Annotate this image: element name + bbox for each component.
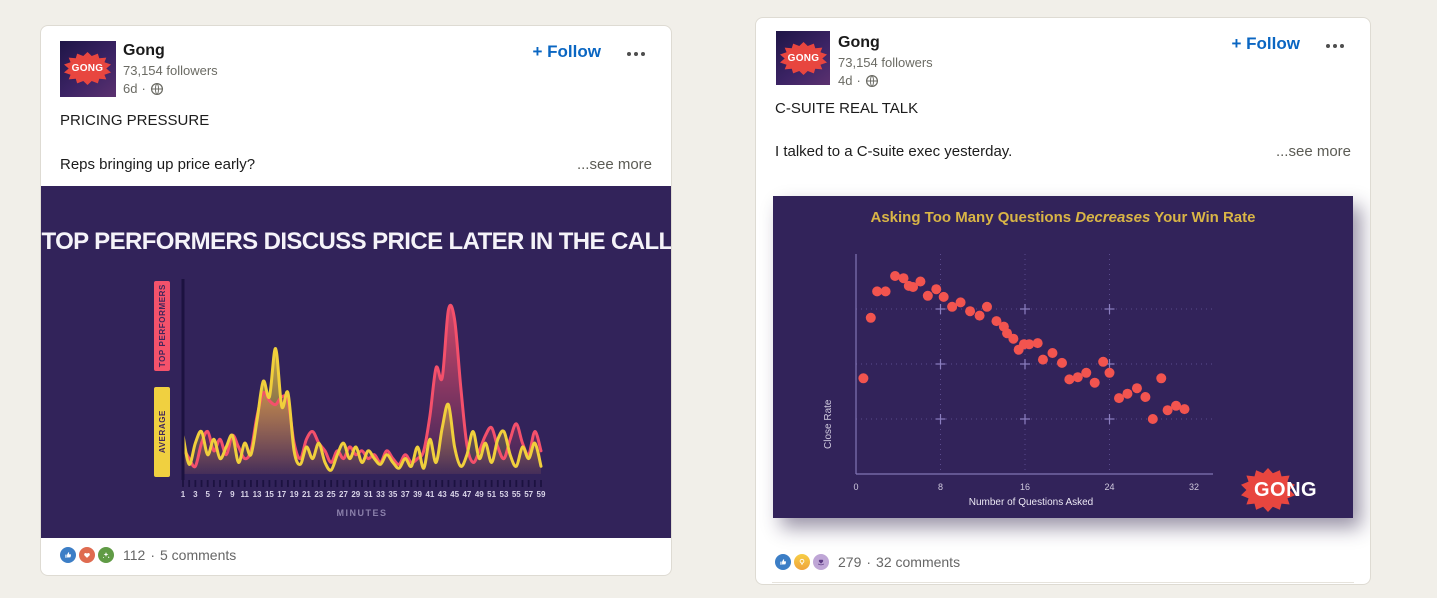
author-name[interactable]: Gong xyxy=(123,42,165,59)
gong-logo-text: GONG xyxy=(787,53,820,64)
post-age-row: 4d · xyxy=(838,73,933,88)
svg-text:25: 25 xyxy=(327,490,336,499)
svg-text:19: 19 xyxy=(290,490,299,499)
svg-text:41: 41 xyxy=(425,490,434,499)
count-separator: · xyxy=(150,547,155,563)
overflow-menu-button[interactable] xyxy=(1322,40,1348,52)
overflow-menu-button[interactable] xyxy=(623,48,649,60)
legend-top-performers: TOP PERFORMERS xyxy=(154,281,170,371)
gong-watermark-logo: GONG xyxy=(1241,468,1341,512)
x-axis-label: Number of Questions Asked xyxy=(968,497,1094,508)
svg-text:9: 9 xyxy=(230,490,235,499)
follow-button[interactable]: + Follow xyxy=(1226,30,1306,58)
social-proof-bar[interactable]: 279 · 32 comments xyxy=(775,554,960,570)
post-image-pricing-chart[interactable]: TOP PERFORMERS DISCUSS PRICE LATER IN TH… xyxy=(41,186,672,538)
svg-text:11: 11 xyxy=(240,490,249,499)
follower-count: 73,154 followers xyxy=(123,63,218,78)
svg-text:15: 15 xyxy=(265,490,274,499)
count-separator: · xyxy=(866,554,872,570)
svg-text:27: 27 xyxy=(339,490,348,499)
x-axis-label: MINUTES xyxy=(336,508,388,518)
post-headline: C-SUITE REAL TALK xyxy=(775,100,919,117)
svg-text:1: 1 xyxy=(181,490,186,499)
svg-text:55: 55 xyxy=(512,490,521,499)
gong-logo-burst-icon: GONG xyxy=(780,42,827,75)
chart-title: Asking Too Many Questions Decreases Your… xyxy=(870,209,1256,226)
svg-text:3: 3 xyxy=(193,490,198,499)
svg-text:37: 37 xyxy=(401,490,410,499)
minutes-area-chart: 1 3 5 7 9 11 13 15 17 19 21 23 25 27 29 31 33 35 37 39 41 43 4… xyxy=(181,279,546,499)
reaction-count[interactable]: 279 xyxy=(838,554,862,570)
chart-title: TOP PERFORMERS DISCUSS PRICE LATER IN TH… xyxy=(41,228,672,255)
like-icon xyxy=(775,554,791,570)
gong-avatar[interactable]: GONG xyxy=(776,31,830,85)
age-separator: · xyxy=(856,73,861,88)
svg-text:16: 16 xyxy=(1020,482,1030,492)
post-image-winrate-chart[interactable]: Asking Too Many Questions Decreases Your… xyxy=(773,196,1353,518)
svg-text:57: 57 xyxy=(524,490,533,499)
svg-text:5: 5 xyxy=(205,490,210,499)
svg-text:43: 43 xyxy=(438,490,447,499)
svg-text:8: 8 xyxy=(938,482,943,492)
post-card-pricing-pressure: GONG Gong 73,154 followers 6d · + Follow… xyxy=(40,25,672,576)
insightful-icon xyxy=(794,554,810,570)
follower-count: 73,154 followers xyxy=(838,55,933,70)
post-age-row: 6d · xyxy=(123,81,218,96)
post-age: 6d xyxy=(123,81,138,96)
comments-count[interactable]: 32 comments xyxy=(876,554,961,570)
globe-icon xyxy=(150,82,163,95)
svg-text:21: 21 xyxy=(302,490,311,499)
legend-average: AVERAGE xyxy=(154,387,170,477)
svg-text:51: 51 xyxy=(487,490,496,499)
post-headline: PRICING PRESSURE xyxy=(60,112,210,129)
svg-text:13: 13 xyxy=(253,490,262,499)
svg-text:49: 49 xyxy=(475,490,484,499)
post-card-csuite-real-talk: GONG Gong 73,154 followers 4d · + Follow… xyxy=(755,17,1371,585)
age-separator: · xyxy=(141,81,146,96)
globe-icon xyxy=(865,74,878,87)
svg-text:23: 23 xyxy=(314,490,323,499)
comments-count[interactable]: 5 comments xyxy=(160,547,237,563)
see-more-link[interactable]: ...see more xyxy=(1275,143,1351,160)
svg-text:33: 33 xyxy=(376,490,385,499)
like-icon xyxy=(60,547,76,563)
support-icon xyxy=(813,554,829,570)
gong-watermark-text: GONG xyxy=(1254,479,1318,501)
see-more-link[interactable]: ...see more xyxy=(576,156,652,173)
svg-text:24: 24 xyxy=(1104,482,1114,492)
svg-text:39: 39 xyxy=(413,490,422,499)
follow-button[interactable]: + Follow xyxy=(527,38,607,66)
svg-text:7: 7 xyxy=(218,490,223,499)
svg-text:59: 59 xyxy=(537,490,546,499)
gong-logo-burst-icon: GONG xyxy=(64,52,111,85)
love-icon xyxy=(79,547,95,563)
svg-text:32: 32 xyxy=(1189,482,1199,492)
gong-logo-text: GONG xyxy=(71,63,104,74)
social-proof-bar[interactable]: 112 · 5 comments xyxy=(60,547,236,563)
post-body: Reps bringing up price early? xyxy=(60,156,256,173)
card-footer-divider xyxy=(772,582,1354,583)
svg-text:17: 17 xyxy=(277,490,286,499)
svg-text:47: 47 xyxy=(462,490,471,499)
post-header-meta: Gong 73,154 followers 4d · xyxy=(838,34,933,88)
post-age: 4d xyxy=(838,73,853,88)
svg-text:29: 29 xyxy=(351,490,360,499)
gong-avatar[interactable]: GONG xyxy=(60,41,116,97)
svg-text:35: 35 xyxy=(388,490,397,499)
reaction-count[interactable]: 112 xyxy=(123,547,146,563)
close-rate-scatter-chart: 0 8 16 24 32 xyxy=(853,254,1213,492)
svg-text:0: 0 xyxy=(853,482,858,492)
celebrate-icon xyxy=(98,547,114,563)
post-header-meta: Gong 73,154 followers 6d · xyxy=(123,42,218,96)
svg-text:31: 31 xyxy=(364,490,373,499)
svg-text:53: 53 xyxy=(500,490,509,499)
post-body: I talked to a C-suite exec yesterday. xyxy=(775,143,1013,160)
svg-text:45: 45 xyxy=(450,490,459,499)
author-name[interactable]: Gong xyxy=(838,34,880,51)
